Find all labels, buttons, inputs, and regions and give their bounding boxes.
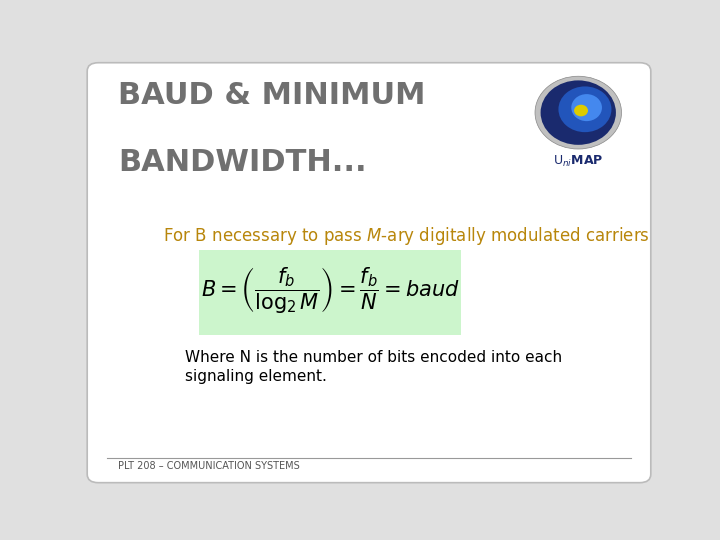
Text: signaling element.: signaling element. xyxy=(185,369,327,384)
Text: BAUD & MINIMUM: BAUD & MINIMUM xyxy=(118,82,426,111)
FancyBboxPatch shape xyxy=(87,63,651,483)
Ellipse shape xyxy=(574,105,588,116)
Text: Where N is the number of bits encoded into each: Where N is the number of bits encoded in… xyxy=(185,349,562,364)
Ellipse shape xyxy=(541,80,616,145)
Text: U$_{\mathit{ni}}$$\mathbf{MAP}$: U$_{\mathit{ni}}$$\mathbf{MAP}$ xyxy=(553,154,603,170)
Text: BANDWIDTH...: BANDWIDTH... xyxy=(118,148,366,177)
Text: For B necessary to pass $\mathit{M}$-ary digitally modulated carriers: For B necessary to pass $\mathit{M}$-ary… xyxy=(163,225,649,247)
FancyBboxPatch shape xyxy=(199,250,461,335)
Ellipse shape xyxy=(535,76,621,149)
Ellipse shape xyxy=(559,86,611,132)
Ellipse shape xyxy=(571,94,602,121)
Text: PLT 208 – COMMUNICATION SYSTEMS: PLT 208 – COMMUNICATION SYSTEMS xyxy=(118,461,300,471)
Text: $B = \left(\dfrac{f_b}{\log_2 M}\right) = \dfrac{f_b}{N} = baud$: $B = \left(\dfrac{f_b}{\log_2 M}\right) … xyxy=(201,266,459,316)
